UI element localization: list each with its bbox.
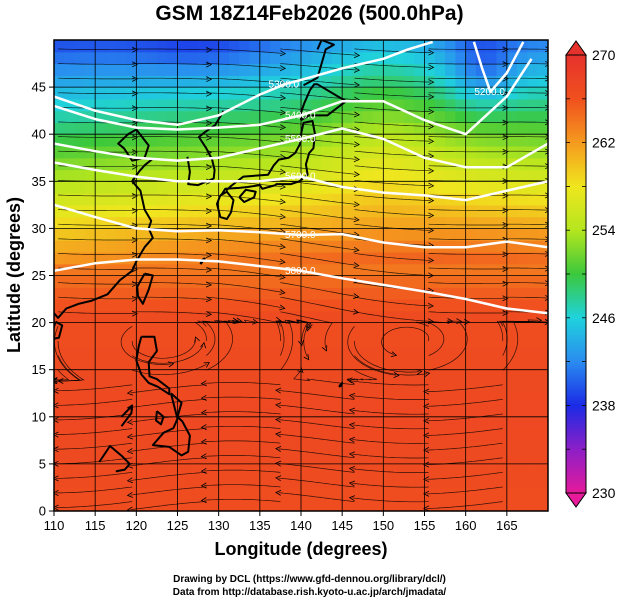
y-tick-label: 35 bbox=[32, 174, 46, 189]
y-tick-label: 15 bbox=[32, 362, 46, 377]
x-tick-label: 130 bbox=[208, 518, 230, 533]
contour-label: 5200.0 bbox=[474, 87, 505, 98]
x-tick-label: 140 bbox=[290, 518, 312, 533]
x-tick-label: 145 bbox=[331, 518, 353, 533]
contour-label: 5700.0 bbox=[285, 230, 316, 241]
y-tick-label: 45 bbox=[32, 80, 46, 95]
colorbar-min-arrow bbox=[565, 492, 587, 508]
x-tick-label: 165 bbox=[496, 518, 518, 533]
height-contours: 5300.0 5400.0 5500.0 5600.0 5700.0 5800.0 5200… bbox=[54, 40, 548, 315]
y-tick-label: 25 bbox=[32, 268, 46, 283]
y-tick-label: 20 bbox=[32, 315, 46, 330]
contour-line bbox=[54, 258, 548, 315]
colorbar-label: 270 bbox=[592, 47, 616, 63]
x-axis-label: Longitude (degrees) bbox=[214, 539, 387, 559]
x-tick-label: 150 bbox=[372, 518, 394, 533]
colorbar: 270 262 254 246 238 230 bbox=[565, 40, 616, 508]
colorbar-max-arrow bbox=[565, 40, 587, 56]
x-tick-label: 115 bbox=[85, 518, 106, 533]
y-tick-label: 10 bbox=[32, 409, 46, 424]
colorbar-label: 238 bbox=[592, 397, 616, 413]
contour-label: 5400.0 bbox=[285, 110, 316, 121]
contour-label: 5300.0 bbox=[269, 79, 300, 90]
credits: Drawing by DCL (https://www.gfd-dennou.o… bbox=[0, 573, 619, 599]
colorbar-label: 230 bbox=[592, 485, 616, 501]
contour-line bbox=[54, 58, 533, 136]
y-tick-label: 30 bbox=[32, 221, 46, 236]
y-tick-label: 0 bbox=[39, 504, 46, 519]
x-tick-label: 155 bbox=[414, 518, 436, 533]
y-axis-label: Latitude (degrees) bbox=[4, 197, 24, 353]
x-tick-label: 125 bbox=[167, 518, 189, 533]
colorbar-label: 262 bbox=[592, 135, 616, 151]
x-tick-label: 160 bbox=[455, 518, 477, 533]
credit-line-dcl: Drawing by DCL (https://www.gfd-dennou.o… bbox=[173, 574, 446, 585]
temperature-field bbox=[54, 40, 548, 511]
axes: 110 115 120 125 130 135 140 145 150 155 160 165 0 5 10… bbox=[32, 80, 518, 533]
chart-title: GSM 18Z14Feb2026 (500.0hPa) bbox=[155, 2, 464, 25]
contour-line bbox=[472, 41, 525, 94]
y-tick-label: 5 bbox=[39, 456, 46, 471]
contour-line bbox=[54, 203, 548, 249]
credit-line-data: Data from http://database.rish.kyoto-u.a… bbox=[172, 587, 447, 598]
colorbar-label: 246 bbox=[592, 310, 616, 326]
x-tick-label: 120 bbox=[125, 518, 147, 533]
grid-lines bbox=[54, 40, 548, 511]
colorbar-label: 254 bbox=[592, 222, 616, 238]
contour-line bbox=[54, 40, 434, 127]
x-tick-label: 110 bbox=[44, 518, 65, 533]
contour-label: 5600.0 bbox=[285, 172, 316, 183]
contour-label: 5500.0 bbox=[285, 134, 316, 145]
contour-line bbox=[54, 161, 548, 202]
x-tick-label: 135 bbox=[249, 518, 271, 533]
contour-label: 5800.0 bbox=[285, 266, 316, 277]
contour-line bbox=[54, 127, 548, 169]
y-tick-label: 40 bbox=[32, 127, 46, 142]
